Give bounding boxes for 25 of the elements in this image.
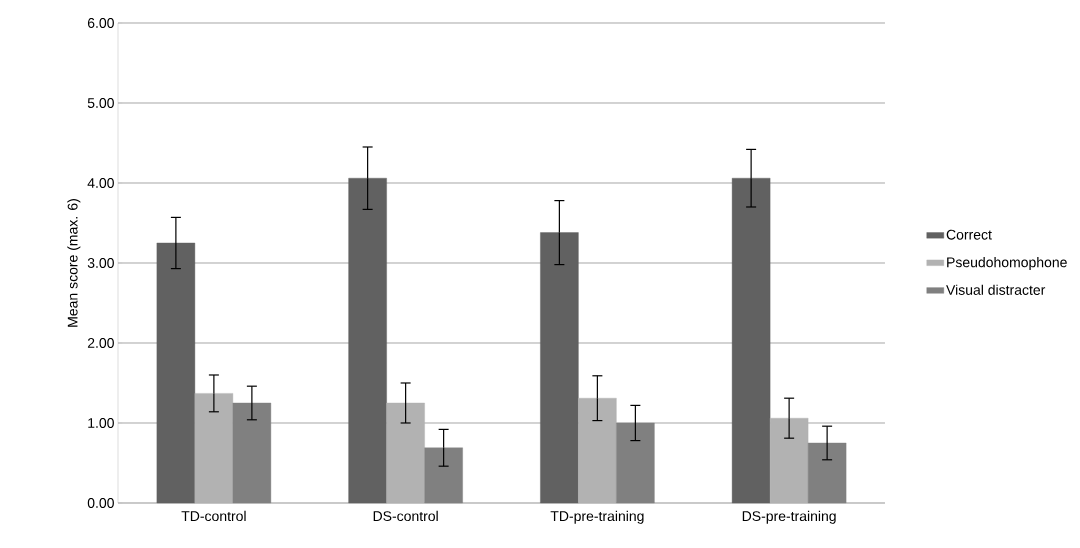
legend-label: Visual distracter [946,284,1046,295]
bar [232,402,272,504]
x-tick-label: TD-pre-training [550,510,644,524]
y-tick-label: 6.00 [87,18,114,28]
bar [807,442,847,504]
y-tick-label: 5.00 [87,98,114,108]
legend-label: Pseudohomophone [947,256,1067,271]
x-tick-label: TD-control [181,510,246,522]
y-tick-label: 0.00 [87,498,114,508]
bar [731,177,771,504]
bar [616,422,655,504]
y-tick-label: 4.00 [87,178,114,188]
bar [540,232,579,504]
bar [156,242,196,504]
y-tick-label: 2.00 [87,338,114,348]
bar [194,393,234,504]
legend-label: Correct [946,229,992,240]
y-tick-label: 3.00 [87,258,114,268]
x-tick-label: DS-control [373,510,438,522]
bar [348,177,387,504]
y-axis-title: Mean score (max. 6) [67,199,81,327]
x-tick-label: DS-pre-training [742,510,836,524]
bar [424,447,463,504]
y-tick-label: 1.00 [88,418,114,428]
bar [578,397,617,504]
